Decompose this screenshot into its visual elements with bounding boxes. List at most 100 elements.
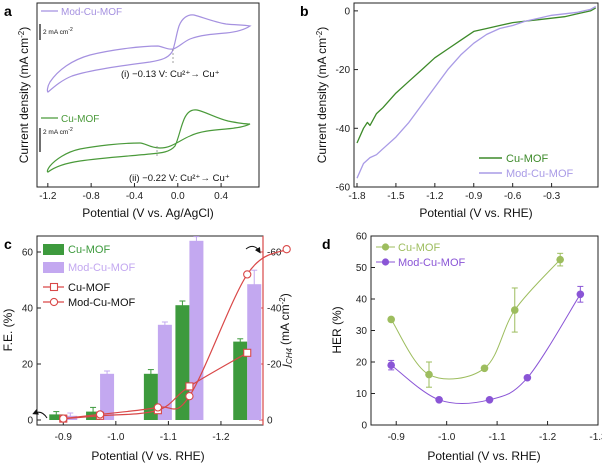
panel-d-x-tick-label: -1.3 <box>589 432 602 443</box>
panel-a-x-tick-label: 0.4 <box>214 191 228 202</box>
panel-d-letter: d <box>322 236 331 252</box>
panel-d-legend-mod-cu-mof-label: Mod-Cu-MOF <box>398 257 466 269</box>
panel-c-legend-mod-cu-mof-swatch <box>43 262 64 273</box>
panel-c-square-marker <box>243 348 252 357</box>
panel-c-y-tick-label: 20 <box>22 360 34 371</box>
panel-c-y2-axis-label: jCH4(mA cm-2) <box>278 293 294 368</box>
panel-b-y-tick-label: -40 <box>336 124 351 135</box>
panel-a-annotation-ii: (ii) −0.22 V: Cu²⁺→ Cu⁺ <box>129 173 230 184</box>
panel-c-legend-mod-cu-mof-line-label: Mod-Cu-MOF <box>68 297 136 309</box>
panel-b-x-tick-label: -0.9 <box>465 191 483 202</box>
panel-d-x-tick-label: -1.1 <box>488 432 506 443</box>
panel-d-marker <box>523 373 532 382</box>
panel-c-bar <box>247 284 262 420</box>
panel-b-x-tick-label: -0.6 <box>504 191 522 202</box>
panel-c-legend-mod-cu-mof-bar-label: Mod-Cu-MOF <box>68 262 136 274</box>
panel-b-y-tick-label: 0 <box>344 6 350 17</box>
panel-a-legend-mod-cu-mof-label: Mod-Cu-MOF <box>61 7 122 18</box>
panel-b-y-axis-label: Current density (mA cm-2) <box>315 27 329 164</box>
panel-d-legend-cu-mof-label: Cu-MOF <box>398 242 440 254</box>
panel-c-x-tick-label: -1.2 <box>212 432 230 443</box>
panel-b-x-axis-label: Potential (V vs. RHE) <box>419 206 532 220</box>
panel-b-legend-mod-cu-mof-label: Mod-Cu-MOF <box>506 168 574 180</box>
panel-c-arrow-left <box>32 409 48 419</box>
panel-a-legend-cu-mof-label: Cu-MOF <box>61 114 99 125</box>
panel-d-marker <box>435 396 443 404</box>
panel-c-lines <box>59 245 291 423</box>
panel-b-x-tick-label: -1.8 <box>348 191 366 202</box>
panel-c-legend-cu-mof-bar-label: Cu-MOF <box>68 244 110 256</box>
panel-b-series-line <box>356 5 597 179</box>
panel-d-y-tick-label: 40 <box>356 295 368 306</box>
panel-c-y2-tick-label: -20 <box>267 360 282 371</box>
panel-c-legend-cu-mof-line-label: Cu-MOF <box>68 282 110 294</box>
panel-b-legend-cu-mof-label: Cu-MOF <box>506 153 548 165</box>
panel-d-legend-mod-cu-mof-marker <box>381 258 390 266</box>
panel-c-bar <box>175 305 190 420</box>
panel-b-x-tick-label: -1.2 <box>426 191 444 202</box>
panel-a-x-tick-label: 0.0 <box>171 191 185 202</box>
panel-d-marker <box>425 370 433 379</box>
panel-a-x-tick-label: -0.4 <box>126 191 144 202</box>
panel-c-y-tick-label: 0 <box>27 416 33 427</box>
panel-c-legend-square-marker <box>49 282 59 292</box>
panel-d-y-tick-label: 0 <box>361 421 367 432</box>
panel-c-bar <box>157 324 172 420</box>
panel-d-x-tick-label: -1.2 <box>539 432 557 443</box>
panel-c-circle-marker <box>282 245 291 254</box>
panel-d-x-tick-label: -0.9 <box>388 432 406 443</box>
panel-c-circle-marker <box>243 270 252 279</box>
panel-d-marker <box>510 306 519 314</box>
panel-d-y-tick-label: 20 <box>356 358 368 369</box>
panel-d-marker <box>556 255 564 264</box>
panel-c-x-axis-label: Potential (V vs. RHE) <box>91 449 204 463</box>
panel-d-marker <box>485 396 494 404</box>
panel-b-letter: b <box>300 3 309 19</box>
panel-d-marker <box>480 364 489 373</box>
panel-d-marker <box>576 290 585 299</box>
panel-c-y2-tick-label: 0 <box>267 416 273 427</box>
panel-a-letter: a <box>4 3 12 19</box>
panel-b-y-tick-label: -60 <box>336 183 351 194</box>
panel-c-letter: c <box>4 236 12 252</box>
panel-b-x-tick-label: -0.3 <box>543 191 561 202</box>
panel-c-legend-circle-marker <box>49 297 59 307</box>
panel-c-y-tick-label: 40 <box>22 304 34 315</box>
panel-c-circle-marker <box>185 392 194 401</box>
panel-d-series-line <box>390 259 561 380</box>
panel-c-legend-cu-mof-swatch <box>43 244 64 255</box>
panel-d-y-axis-label: HER (%) <box>330 306 344 353</box>
panel-d-x-axis-label: Potential (V vs. RHE) <box>427 449 540 463</box>
panel-a-x-tick-label: -0.8 <box>83 191 101 202</box>
panel-d: d -0.9 -1.0 -1.1 -1.2 -1.3 0 10 20 30 40 50 60 Cu-M… <box>322 232 602 464</box>
panel-a: a Mod-Cu-MOF Cu-MOF 2 mA cm-2 2 mA cm-2 … <box>4 2 260 220</box>
panel-c-circle-marker <box>59 414 68 423</box>
panel-b-ticks: -1.8 -1.5 -1.2 -0.9 -0.6 -0.3 -60 -40 -20 0 <box>336 6 561 202</box>
panel-a-x-axis-label: Potential (V vs. Ag/AgCl) <box>82 206 213 220</box>
panel-c-arrow-right <box>245 245 261 254</box>
panel-c-square-marker <box>185 382 194 391</box>
panel-a-y-axis-label: Current density (mA cm-2) <box>17 27 31 164</box>
panel-c-circle-marker <box>153 403 163 412</box>
panel-b-series <box>356 5 597 179</box>
panel-c-x-tick-label: -1.1 <box>160 432 178 443</box>
panel-d-marker <box>387 315 395 324</box>
panel-d-ticks: -0.9 -1.0 -1.1 -1.2 -1.3 0 10 20 30 40 50 60 <box>356 232 602 444</box>
panel-c-circle-marker <box>95 410 105 419</box>
panel-a-x-tick-label: -1.2 <box>39 191 57 202</box>
panel-d-y-tick-label: 10 <box>356 389 368 400</box>
panel-c-y2-tick-label: -40 <box>267 304 282 315</box>
panel-c-y-tick-label: 60 <box>22 248 34 259</box>
panel-d-marker <box>387 361 395 369</box>
panel-a-series-mod-cu-mof-cv <box>46 14 252 93</box>
panel-c-bar <box>233 341 248 420</box>
panel-c-x-tick-label: -1.0 <box>107 432 125 443</box>
panel-b-y-tick-label: -20 <box>336 65 351 76</box>
panel-a-scale-bar-top-label: 2 mA cm-2 <box>43 27 73 36</box>
panel-b-frame <box>353 2 599 188</box>
panel-a-x-ticks: -1.2 -0.8 -0.4 0.0 0.4 <box>39 183 228 202</box>
panel-c-bar <box>100 373 115 420</box>
panel-a-series-cu-mof-cv <box>46 109 251 173</box>
